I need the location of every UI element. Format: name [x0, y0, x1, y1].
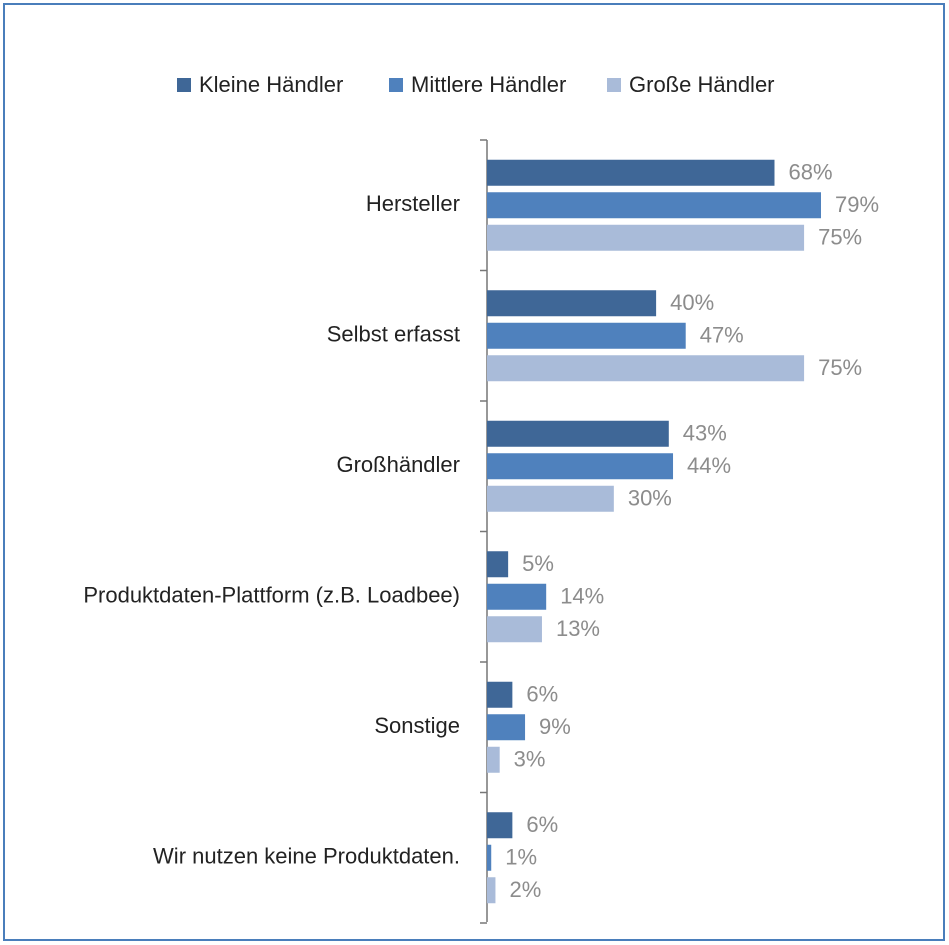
value-label: 2%: [509, 877, 541, 902]
category-label: Produktdaten-Plattform (z.B. Loadbee): [83, 583, 460, 608]
bar: [487, 877, 496, 904]
value-label: 43%: [683, 421, 727, 446]
value-label: 6%: [526, 812, 558, 837]
legend-label: Kleine Händler: [199, 72, 343, 97]
value-label: 40%: [670, 290, 714, 315]
bar: [487, 583, 547, 610]
value-label: 3%: [514, 747, 546, 772]
value-label: 14%: [560, 584, 604, 609]
bar: [487, 746, 500, 773]
value-label: 1%: [505, 845, 537, 870]
legend-label: Große Händler: [629, 72, 775, 97]
legend-swatch: [389, 78, 403, 92]
bar: [487, 355, 805, 382]
value-label: 68%: [788, 160, 832, 185]
category-label: Wir nutzen keine Produktdaten.: [153, 844, 460, 869]
value-label: 75%: [818, 355, 862, 380]
bar: [487, 453, 674, 480]
bar: [487, 681, 513, 708]
value-label: 75%: [818, 225, 862, 250]
chart-border: [3, 3, 945, 941]
value-label: 9%: [539, 714, 571, 739]
value-label: 47%: [700, 323, 744, 348]
bar: [487, 616, 542, 643]
bar: [487, 322, 686, 349]
value-label: 5%: [522, 551, 554, 576]
category-label: Selbst erfasst: [327, 322, 460, 347]
value-label: 44%: [687, 453, 731, 478]
legend-label: Mittlere Händler: [411, 72, 566, 97]
bar: [487, 159, 775, 186]
value-label: 13%: [556, 616, 600, 641]
bar: [487, 192, 821, 219]
bar: [487, 224, 805, 251]
category-label: Großhändler: [336, 452, 460, 477]
bar: [487, 551, 509, 578]
value-label: 30%: [628, 486, 672, 511]
value-label: 6%: [526, 682, 558, 707]
bar: [487, 714, 526, 741]
category-label: Hersteller: [366, 191, 460, 216]
bar: [487, 485, 614, 512]
bar: [487, 844, 492, 871]
legend-swatch: [607, 78, 621, 92]
category-label: Sonstige: [374, 713, 460, 738]
legend-swatch: [177, 78, 191, 92]
bar: [487, 420, 669, 447]
value-label: 79%: [835, 192, 879, 217]
bar: [487, 812, 513, 839]
bar: [487, 290, 657, 317]
